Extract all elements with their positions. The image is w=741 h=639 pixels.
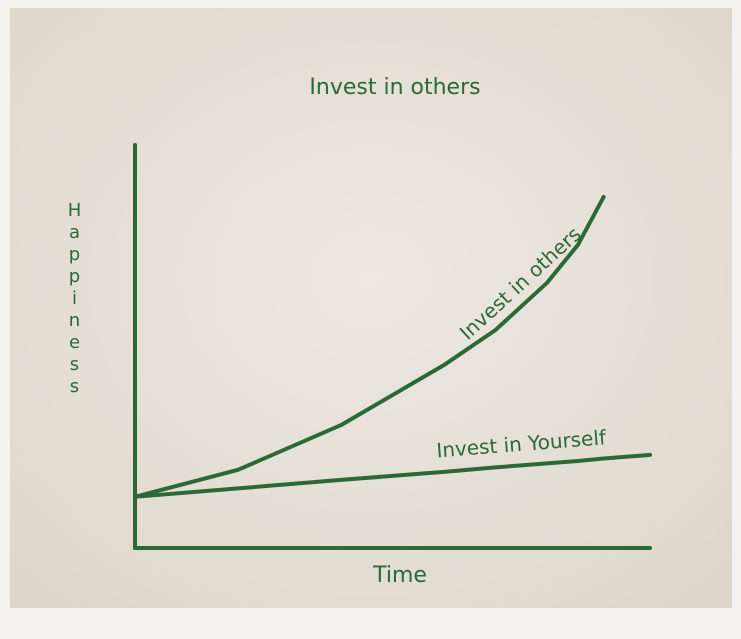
chart-title: Invest in others: [309, 75, 480, 100]
page: Invest in others Time Invest in othersIn…: [0, 0, 741, 639]
x-axis-label: Time: [372, 563, 427, 588]
y-axis-label: Happiness: [64, 200, 85, 398]
chart: Invest in others Time Invest in othersIn…: [0, 0, 741, 639]
